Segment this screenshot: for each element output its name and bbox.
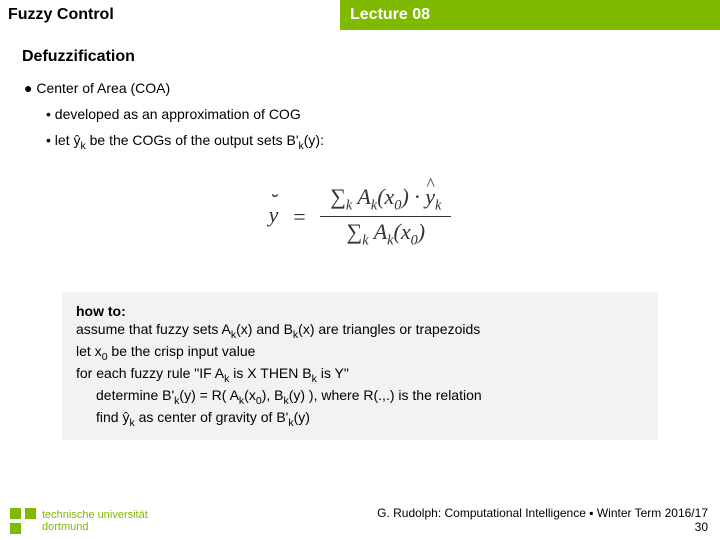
text-suffix: be the COGs of the output sets B' — [86, 132, 299, 148]
t: is Y" — [317, 365, 349, 381]
howto-title: how to: — [76, 302, 644, 321]
bullet-coa: ● Center of Area (COA) — [24, 80, 698, 96]
header-title-right: Lecture 08 — [340, 0, 720, 30]
t: (y) = R( A — [179, 387, 239, 403]
formula-area: y = ∑k Ak(x0) · yk ∑k Ak(x0) — [22, 182, 698, 252]
t: let x — [76, 343, 102, 359]
howto-line3: for each fuzzy rule "IF Ak is X THEN Bk … — [76, 364, 644, 386]
t: ), B — [262, 387, 284, 403]
text-prefix: • let — [46, 132, 73, 148]
slide-content: Defuzzification ● Center of Area (COA) •… — [0, 30, 720, 440]
formula-numerator: ∑k Ak(x0) · yk — [320, 182, 451, 217]
howto-line4: determine B'k(y) = R( Ak(x0), Bk(y) ), w… — [76, 386, 644, 408]
formula-lhs: y — [269, 202, 279, 227]
t: be the crisp input value — [108, 343, 256, 359]
text-tail: (y): — [304, 132, 324, 148]
bullet-let-yk: • let ŷk be the COGs of the output sets … — [46, 132, 698, 152]
t: is X THEN B — [229, 365, 311, 381]
uni-line2: dortmund — [42, 521, 148, 533]
t: for each fuzzy rule "IF A — [76, 365, 224, 381]
t: (x — [244, 387, 256, 403]
formula-denominator: ∑k Ak(x0) — [320, 217, 451, 251]
bullet-approx-cog: • developed as an approximation of COG — [46, 106, 698, 122]
t: assume that fuzzy sets A — [76, 321, 231, 337]
uni-line1: technische universität — [42, 509, 148, 521]
t: (x) and B — [236, 321, 293, 337]
logo-text: technische universität dortmund — [42, 509, 148, 533]
header-title-left: Fuzzy Control — [0, 0, 340, 30]
t: as center of gravity of B' — [135, 409, 289, 425]
page-number: 30 — [695, 520, 708, 534]
section-title: Defuzzification — [22, 48, 698, 66]
howto-box: how to: assume that fuzzy sets Ak(x) and… — [62, 292, 658, 441]
t: (y) — [294, 409, 310, 425]
tu-dortmund-logo: technische universität dortmund — [10, 508, 148, 534]
t: (x) are triangles or trapezoids — [298, 321, 480, 337]
formula-fraction: ∑k Ak(x0) · yk ∑k Ak(x0) — [320, 182, 451, 252]
t: find ŷ — [96, 409, 129, 425]
header-bar: Fuzzy Control Lecture 08 — [0, 0, 720, 30]
formula-eq: = — [292, 204, 307, 230]
t: (y) ), where R(.,.) is the relation — [289, 387, 482, 403]
formula: y = ∑k Ak(x0) · yk ∑k Ak(x0) — [269, 182, 452, 252]
howto-line2: let x0 be the crisp input value — [76, 342, 644, 364]
t: determine B' — [96, 387, 174, 403]
logo-mark-icon — [10, 508, 36, 534]
howto-line5: find ŷk as center of gravity of B'k(y) — [76, 408, 644, 430]
howto-line1: assume that fuzzy sets Ak(x) and Bk(x) a… — [76, 320, 644, 342]
footer-attribution: G. Rudolph: Computational Intelligence ▪… — [377, 506, 708, 520]
footer: technische universität dortmund G. Rudol… — [0, 500, 720, 536]
